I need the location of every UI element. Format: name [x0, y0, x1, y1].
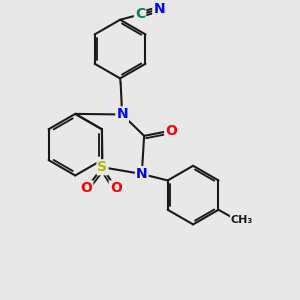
Text: N: N — [153, 2, 165, 16]
Text: O: O — [165, 124, 177, 138]
Text: O: O — [110, 182, 122, 195]
Text: N: N — [116, 107, 128, 122]
Text: N: N — [136, 167, 148, 181]
Text: CH₃: CH₃ — [231, 215, 253, 225]
Text: O: O — [80, 182, 92, 195]
Text: C: C — [135, 8, 145, 22]
Text: S: S — [98, 160, 107, 174]
